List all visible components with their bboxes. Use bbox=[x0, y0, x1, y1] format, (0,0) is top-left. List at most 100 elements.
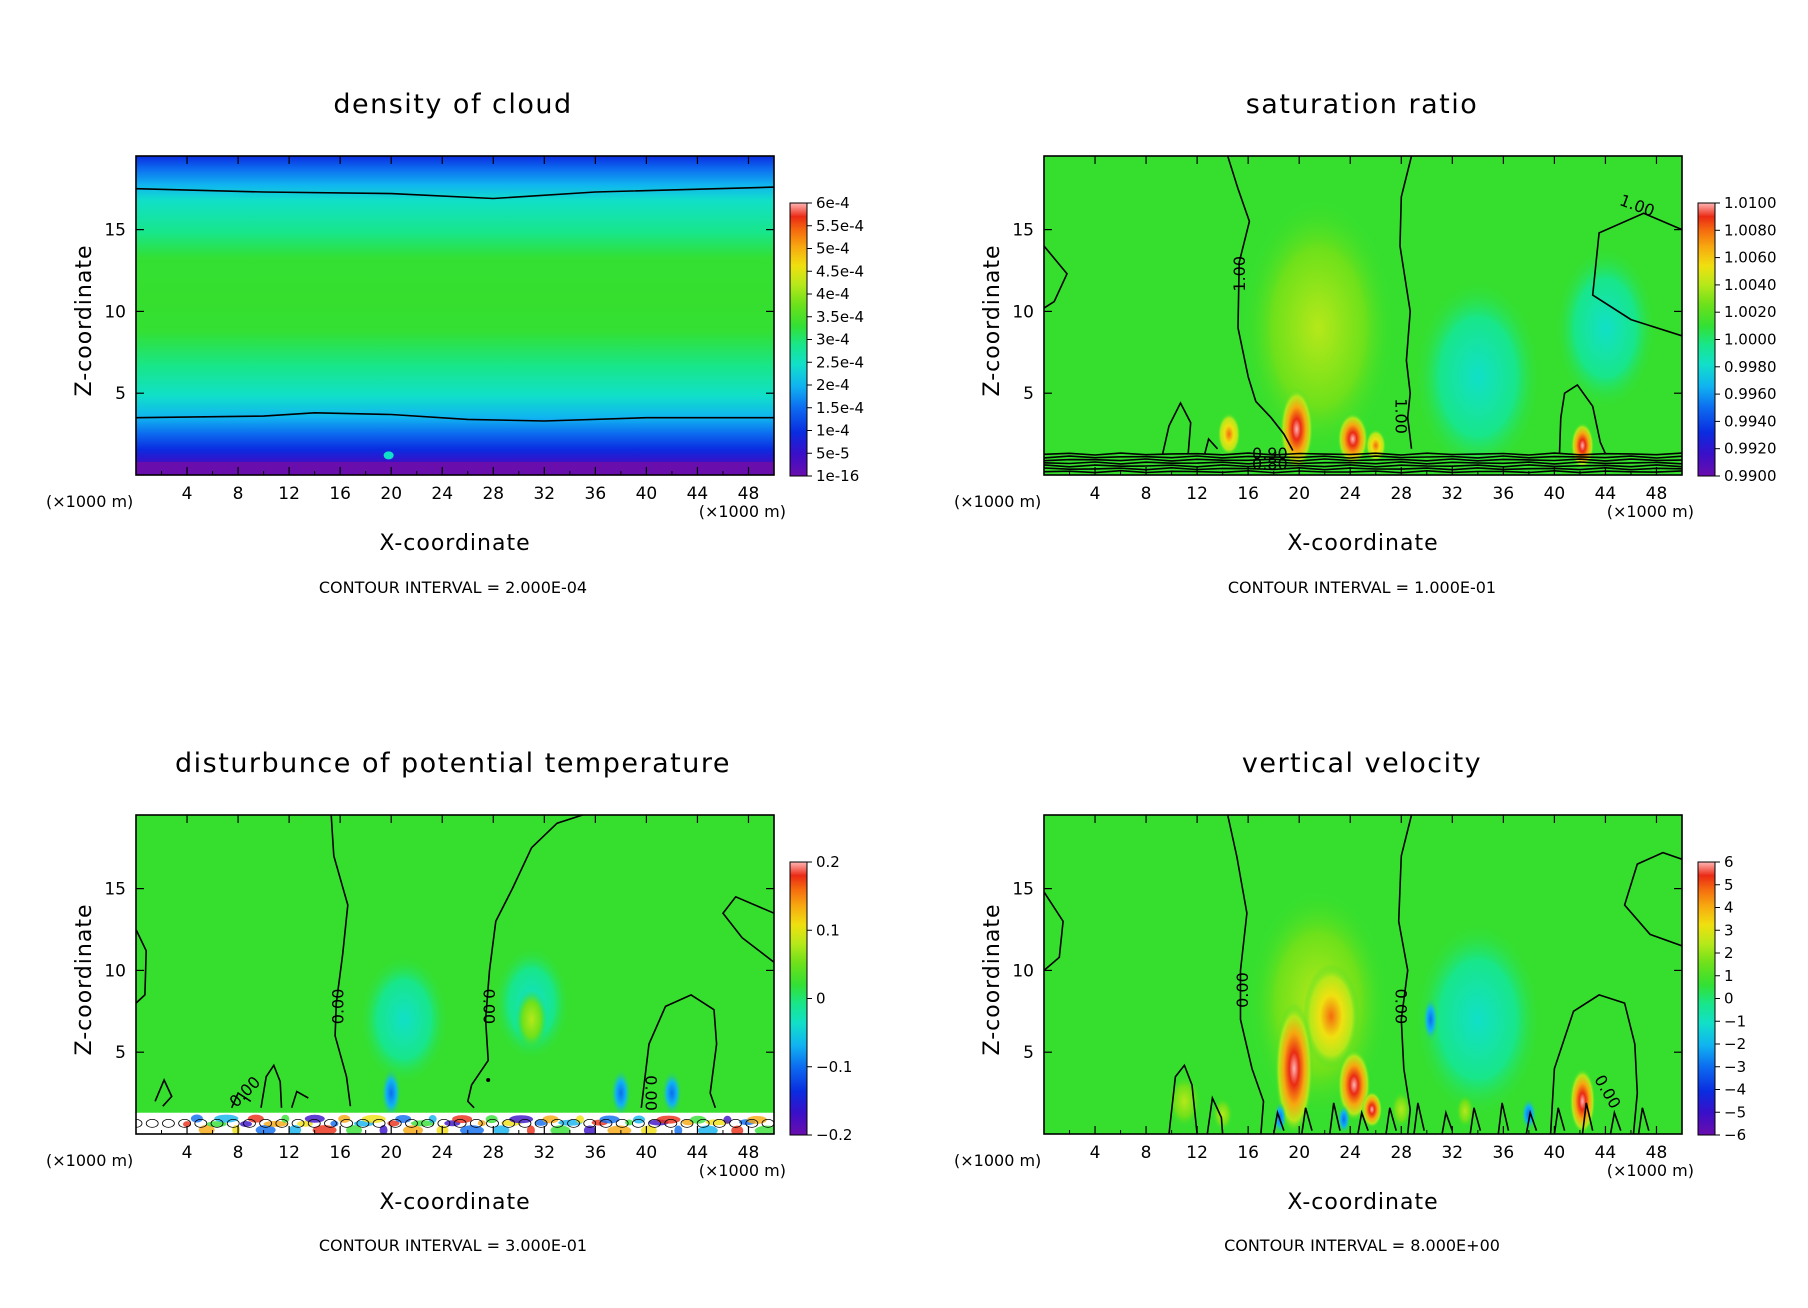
field-noise bbox=[477, 1120, 486, 1127]
contour-line bbox=[1044, 245, 1068, 309]
contour-line bbox=[1204, 437, 1219, 454]
colorbar-label: 0 bbox=[816, 990, 826, 1008]
field-feature bbox=[380, 1066, 402, 1120]
field-noise-contour bbox=[615, 1118, 629, 1128]
field-noise-contour bbox=[599, 1118, 613, 1128]
colorbar-label: −0.2 bbox=[816, 1126, 852, 1144]
field-noise bbox=[330, 1120, 339, 1127]
field-noise-contour bbox=[437, 1118, 451, 1128]
x-tick-label: 28 bbox=[1390, 1143, 1412, 1163]
field-noise-contour bbox=[453, 1118, 467, 1128]
x-tick-label: 44 bbox=[1595, 484, 1617, 504]
field-noise-contour bbox=[307, 1118, 321, 1128]
contour-line bbox=[260, 1063, 283, 1108]
field-noise-contour bbox=[550, 1118, 564, 1128]
contour-line bbox=[1206, 1095, 1224, 1134]
colorbar-label: 0.9960 bbox=[1724, 385, 1777, 403]
colorbar-label: 1e-16 bbox=[816, 467, 859, 485]
colorbar-label: 1.5e-4 bbox=[816, 399, 864, 417]
field-noise bbox=[640, 1125, 657, 1134]
field-noise bbox=[346, 1125, 363, 1134]
x-tick-label: 48 bbox=[738, 484, 760, 504]
y-tick-label: 15 bbox=[1012, 221, 1034, 241]
field-background bbox=[136, 156, 774, 475]
field-noise bbox=[526, 1125, 535, 1134]
contour-line-dense bbox=[1044, 452, 1682, 456]
y-tick-label: 5 bbox=[1023, 1043, 1034, 1063]
x-tick-label: 12 bbox=[1186, 484, 1208, 504]
colorbar bbox=[789, 202, 808, 477]
contour-line-small bbox=[1581, 1102, 1594, 1134]
chart-title: vertical velocity bbox=[1242, 748, 1482, 779]
field-noise-contour bbox=[275, 1118, 289, 1128]
x-tick-label: 20 bbox=[1288, 1143, 1310, 1163]
field-noise bbox=[493, 1125, 510, 1134]
chart-title: density of cloud bbox=[333, 89, 572, 120]
contour-line bbox=[1549, 994, 1639, 1134]
contour-line bbox=[1226, 815, 1265, 1134]
x-tick-label: 4 bbox=[182, 1143, 193, 1163]
x-tick-label: 4 bbox=[182, 484, 193, 504]
contour-label: 0.00 bbox=[1391, 989, 1410, 1025]
colorbar-label: 1.0060 bbox=[1724, 249, 1777, 267]
x-axis-label: X-coordinate bbox=[379, 1190, 530, 1215]
x-tick-label: 12 bbox=[278, 484, 300, 504]
field-noise-contour bbox=[567, 1118, 580, 1128]
colorbar-label: 0.9980 bbox=[1724, 358, 1777, 376]
x-tick-label: 4 bbox=[1090, 1143, 1101, 1163]
field-noise bbox=[387, 1120, 400, 1127]
x-tick-label: 36 bbox=[585, 484, 607, 504]
field-feature bbox=[1241, 196, 1395, 459]
contour-line bbox=[466, 815, 583, 1109]
field-area bbox=[136, 156, 774, 475]
contour-line bbox=[136, 411, 774, 422]
x-tick-label: 32 bbox=[533, 1143, 555, 1163]
x-tick-label: 36 bbox=[1493, 1143, 1515, 1163]
field-noise-contour bbox=[145, 1118, 159, 1128]
x-tick-label: 36 bbox=[585, 1143, 607, 1163]
colorbar-label: −0.1 bbox=[816, 1058, 852, 1076]
field-noise-contour bbox=[194, 1118, 208, 1128]
contour-interval-text: CONTOUR INTERVAL = 8.000E+00 bbox=[1224, 1236, 1500, 1255]
field-noise-contour bbox=[631, 1118, 645, 1128]
x-tick-label: 44 bbox=[1595, 1143, 1617, 1163]
field-noise bbox=[239, 1120, 252, 1127]
y-tick-label: 15 bbox=[104, 880, 126, 900]
x-axis-label: X-coordinate bbox=[1287, 531, 1438, 556]
contour-line-small bbox=[1609, 1109, 1622, 1134]
field-noise bbox=[452, 1115, 473, 1124]
field-noise bbox=[428, 1115, 437, 1124]
x-tick-label: 20 bbox=[380, 1143, 402, 1163]
field-noise bbox=[731, 1125, 744, 1134]
plot-frame bbox=[1043, 814, 1683, 1135]
contour-line bbox=[1591, 212, 1682, 337]
contour-line-small bbox=[1329, 1102, 1341, 1134]
field-feature bbox=[1414, 921, 1542, 1118]
x-tick-label: 16 bbox=[329, 1143, 351, 1163]
field-noise bbox=[576, 1115, 585, 1124]
colorbar-label: 3e-4 bbox=[816, 331, 850, 349]
colorbar-label: 1.0020 bbox=[1724, 303, 1777, 321]
x-unit-left: (×1000 m) bbox=[954, 1151, 1041, 1170]
x-tick-label: 32 bbox=[1441, 1143, 1463, 1163]
x-tick-label: 16 bbox=[329, 484, 351, 504]
contour-line-small bbox=[1637, 1107, 1650, 1134]
field-feature bbox=[1217, 412, 1241, 456]
contour-line bbox=[1161, 401, 1192, 454]
field-noise-contour bbox=[502, 1118, 516, 1128]
x-tick-label: 24 bbox=[431, 484, 453, 504]
field-noise-contour bbox=[210, 1118, 224, 1128]
contour-line bbox=[154, 1078, 173, 1107]
contour-line bbox=[330, 815, 352, 1107]
contour-line-small bbox=[1469, 1107, 1482, 1134]
field-noise-contour bbox=[136, 1118, 143, 1128]
x-tick-label: 16 bbox=[1237, 1143, 1259, 1163]
y-tick-label: 15 bbox=[104, 221, 126, 241]
field-feature bbox=[1280, 388, 1314, 471]
y-tick-label: 10 bbox=[104, 302, 126, 322]
field-area bbox=[1044, 156, 1682, 475]
contour-line-dense bbox=[1044, 464, 1682, 468]
colorbar-label: 4 bbox=[1724, 899, 1734, 917]
contour-line-small bbox=[1413, 1102, 1425, 1134]
